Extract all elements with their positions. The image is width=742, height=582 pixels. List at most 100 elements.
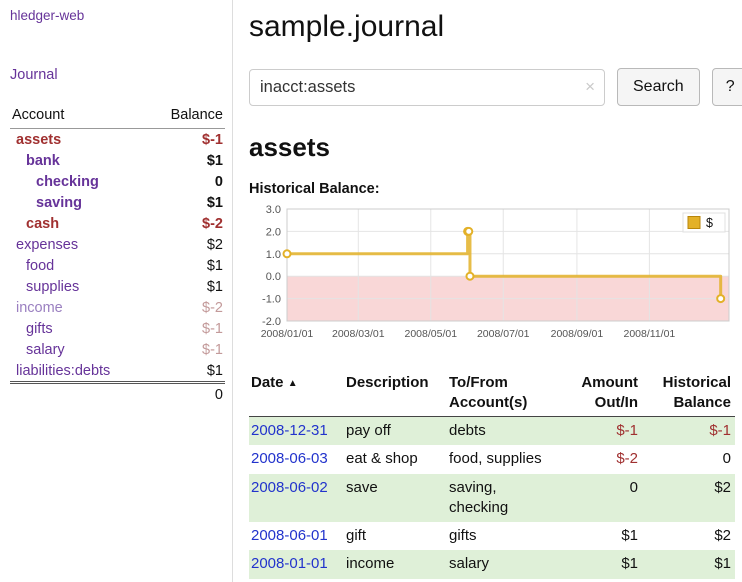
- accounts-header-line2: Account(s): [449, 393, 528, 411]
- page-title: sample.journal: [249, 10, 445, 43]
- search-input-wrap: ×: [249, 68, 605, 106]
- account-link[interactable]: liabilities:debts: [16, 362, 111, 379]
- date-header-label: Date: [251, 374, 284, 391]
- balance-header-line1: Historical: [662, 374, 731, 391]
- account-link[interactable]: income: [16, 299, 63, 316]
- account-link[interactable]: assets: [16, 131, 62, 148]
- account-link[interactable]: food: [26, 257, 55, 274]
- account-balance: $-1: [202, 341, 223, 358]
- account-link[interactable]: checking: [36, 173, 99, 190]
- column-header-description[interactable]: Description: [344, 371, 447, 417]
- account-link[interactable]: saving: [36, 194, 82, 211]
- app-title-link[interactable]: hledger-web: [10, 8, 85, 23]
- register-accounts: saving, checking: [449, 478, 509, 516]
- account-link[interactable]: cash: [26, 215, 60, 232]
- account-row: salary $-1: [10, 339, 225, 360]
- main-panel: sample.journal × Search ? assets Histori…: [233, 0, 742, 582]
- clear-search-icon[interactable]: ×: [585, 76, 595, 96]
- register-row: 2008-06-01 gift gifts $1 $2: [249, 522, 735, 550]
- total-balance: 0: [214, 387, 223, 403]
- column-header-accounts[interactable]: To/From Account(s): [447, 371, 560, 417]
- register-accounts: gifts: [449, 527, 477, 544]
- svg-text:-2.0: -2.0: [262, 316, 281, 328]
- account-balance: $-1: [202, 131, 223, 148]
- account-balance: $1: [206, 194, 223, 211]
- account-link[interactable]: supplies: [26, 278, 80, 295]
- sort-asc-icon: ▲: [287, 378, 298, 389]
- account-table-header: Account Balance: [10, 105, 225, 129]
- svg-text:0.0: 0.0: [266, 271, 281, 283]
- register-amount: $-1: [616, 422, 638, 439]
- historical-balance-chart: $3.0 2.0 1.0 0.0 -1.0 -2.0 2008/01/01 2008/03/0…: [249, 203, 742, 353]
- account-row: bank $1: [10, 150, 225, 171]
- register-date-link[interactable]: 2008-12-31: [251, 422, 328, 439]
- svg-text:$: $: [706, 216, 713, 230]
- register-date-link[interactable]: 2008-01-01: [251, 555, 328, 573]
- account-balance: $2: [206, 236, 223, 253]
- register-amount: $1: [621, 555, 638, 573]
- register-row: 2008-06-03 eat & shop food, supplies $-2 0: [249, 445, 735, 473]
- register-description: eat & shop: [346, 450, 418, 468]
- balance-column-header: Balance: [170, 107, 223, 123]
- svg-text:-1.0: -1.0: [262, 294, 281, 306]
- register-description: save: [346, 478, 378, 496]
- account-link[interactable]: salary: [26, 341, 65, 358]
- journal-link[interactable]: Journal: [10, 67, 58, 83]
- account-row: saving $1: [10, 192, 225, 213]
- account-balance: $1: [206, 362, 223, 379]
- account-balance: 0: [214, 173, 223, 190]
- account-table: Account Balance assets $-1 bank $1 checking 0…: [10, 105, 225, 406]
- search-input[interactable]: [249, 68, 605, 106]
- column-header-balance[interactable]: Historical Balance: [642, 371, 735, 417]
- account-total-row: 0: [10, 381, 225, 406]
- register-balance: $2: [714, 527, 731, 544]
- register-accounts: salary: [449, 555, 490, 573]
- account-row: food $1: [10, 255, 225, 276]
- register-description: pay off: [346, 422, 391, 439]
- register-date-cell: 2008-12-31: [249, 417, 344, 446]
- amount-header-line1: Amount: [581, 374, 638, 391]
- register-date-cell: 2008-06-01: [249, 522, 344, 550]
- account-link[interactable]: bank: [26, 152, 60, 169]
- section-title: assets: [249, 132, 330, 162]
- account-balance: $-2: [202, 299, 223, 316]
- register-row: 2008-12-31 pay off debts $-1 $-1: [249, 416, 735, 446]
- register-date-link[interactable]: 2008-06-01: [251, 527, 328, 544]
- svg-text:2008/09/01: 2008/09/01: [551, 328, 604, 340]
- account-rows: assets $-1 bank $1 checking 0 saving $1 cash $-2 e…: [10, 129, 225, 381]
- chart-title: Historical Balance:: [249, 181, 380, 197]
- search-button[interactable]: Search: [617, 68, 700, 106]
- svg-text:2.0: 2.0: [266, 226, 281, 238]
- register-balance: $-1: [709, 422, 731, 439]
- account-balance: $1: [206, 257, 223, 274]
- account-column-header: Account: [12, 107, 65, 123]
- register-date-link[interactable]: 2008-06-02: [251, 478, 328, 496]
- account-row: gifts $-1: [10, 318, 225, 339]
- help-button[interactable]: ?: [711, 68, 742, 106]
- svg-text:2008/03/01: 2008/03/01: [332, 328, 385, 340]
- register-balance: $2: [714, 478, 731, 496]
- search-bar: × Search ?: [249, 68, 742, 106]
- column-header-date[interactable]: Date ▲: [249, 371, 344, 417]
- account-balance: $1: [206, 152, 223, 169]
- accounts-header-line1: To/From: [449, 374, 508, 391]
- account-link[interactable]: expenses: [16, 236, 79, 253]
- account-link[interactable]: gifts: [26, 320, 53, 337]
- register-date-cell: 2008-01-01: [249, 550, 344, 578]
- register-balance: 0: [722, 450, 731, 468]
- register-description: gift: [346, 527, 367, 544]
- register-row: 2008-01-01 income salary $1 $1: [249, 550, 735, 579]
- register-date-link[interactable]: 2008-06-03: [251, 450, 328, 468]
- sidebar: hledger-web Journal Account Balance asse…: [0, 0, 233, 582]
- register-balance: $1: [714, 555, 731, 573]
- register-description: income: [346, 555, 395, 573]
- svg-text:2008/01/01: 2008/01/01: [261, 328, 314, 340]
- svg-text:2008/05/01: 2008/05/01: [404, 328, 457, 340]
- register-date-cell: 2008-06-03: [249, 445, 344, 473]
- register-amount: 0: [629, 478, 638, 496]
- account-row: checking 0: [10, 171, 225, 192]
- column-header-amount[interactable]: Amount Out/In: [560, 371, 642, 417]
- account-row: supplies $1: [10, 276, 225, 297]
- account-balance: $-1: [202, 320, 223, 337]
